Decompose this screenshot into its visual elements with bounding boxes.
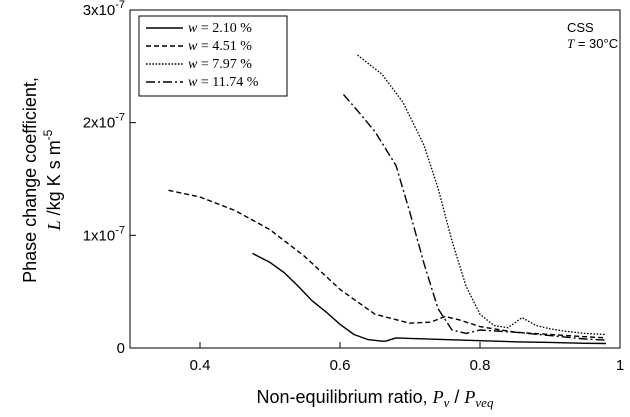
- legend-label: w = 7.97 %: [188, 57, 252, 72]
- series-line-dotted: [357, 54, 607, 336]
- y-axis-ticks: 0 1x10-7 2x10-7 3x10-7: [83, 0, 136, 357]
- y-axis-title: Phase change coefficient, L /kg K s m-5: [20, 77, 64, 283]
- x-axis-title: Non-equilibrium ratio, Pv / Pveq: [257, 387, 494, 410]
- annotation-line1: CSS: [567, 20, 594, 35]
- x-tick-label: 0.6: [330, 357, 351, 374]
- x-tick-label: 0.4: [190, 357, 211, 374]
- y-tick-label: 3x10-7: [83, 0, 125, 19]
- plot-area: [129, 9, 621, 349]
- y-axis-title-line2: L /kg K s m-5: [41, 129, 64, 231]
- series-layer: [168, 54, 607, 345]
- y-tick-label: 1x10-7: [83, 224, 125, 244]
- annotation-line2: T = 30°C: [567, 36, 618, 51]
- series-line-dashdot: [342, 94, 607, 341]
- x-axis-ticks: 0.4 0.6 0.8 1: [190, 342, 624, 374]
- condition-annotation: CSS T = 30°C: [567, 20, 618, 51]
- series-line-dashed: [168, 189, 607, 339]
- x-tick-label: 0.8: [470, 357, 491, 374]
- legend-label: w = 2.10 %: [188, 21, 252, 36]
- y-tick-label: 2x10-7: [83, 112, 125, 132]
- y-axis-title-line1: Phase change coefficient,: [20, 77, 40, 283]
- series-line-solid: [252, 252, 607, 345]
- legend: w = 2.10 % w = 4.51 % w = 7.97 % w = 11.74 …: [138, 15, 288, 97]
- y-tick-label: 0: [117, 340, 125, 357]
- legend-label: w = 11.74 %: [188, 75, 259, 90]
- legend-label: w = 4.51 %: [188, 39, 252, 54]
- x-tick-label: 1: [616, 357, 624, 374]
